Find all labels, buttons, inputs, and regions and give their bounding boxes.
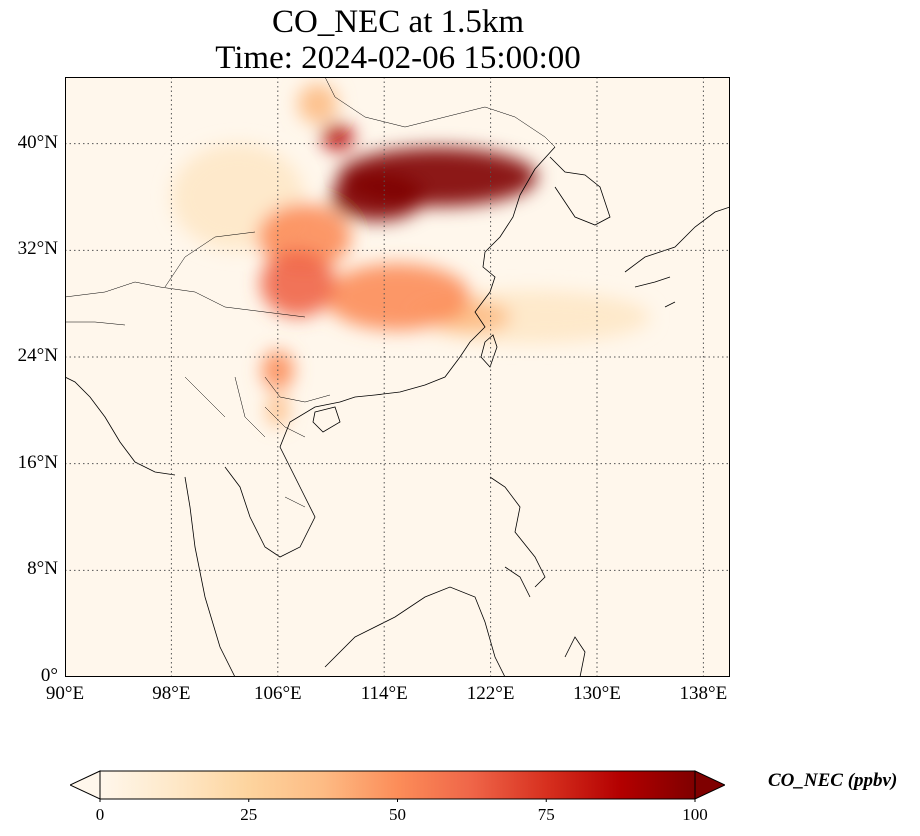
colorbar-gradient	[99, 770, 696, 800]
coastline-japan	[624, 206, 730, 308]
colorbar-tick-label: 100	[682, 805, 708, 824]
colorbar-tick-label: 0	[95, 805, 105, 824]
lon-tick-label: 122°E	[466, 683, 515, 704]
colorbar-extend-max	[694, 770, 725, 800]
plume-11	[331, 173, 425, 221]
map-title: CO_NEC at 1.5km	[271, 4, 525, 40]
colorbar-extend-min	[70, 770, 101, 800]
plume-8	[260, 250, 335, 317]
coastline-sulawesi	[564, 636, 586, 677]
lat-tick-label: 40°N	[17, 131, 58, 153]
map-plot-area	[65, 77, 730, 677]
lat-tick-label: 32°N	[17, 238, 58, 260]
lon-tick-label: 90°E	[45, 683, 85, 704]
coastline-borneo	[324, 586, 506, 677]
coastline-bay-of-bengal	[65, 376, 176, 476]
coastline-indochina	[224, 401, 341, 558]
colorbar-label: CO_NEC (ppbv)	[768, 770, 898, 791]
lon-tick-label: 106°E	[253, 683, 302, 704]
lon-tick-label: 138°E	[679, 683, 728, 704]
country-borders	[65, 77, 556, 508]
coastline-china	[339, 146, 556, 403]
lat-tick-label: 8°N	[27, 558, 58, 580]
colorbar-tick-label: 50	[389, 805, 406, 824]
coastline-hainan	[312, 406, 341, 433]
map-subtitle-time: Time: 2024-02-06 15:00:00	[215, 40, 581, 76]
plume-9	[321, 123, 354, 151]
map-gridlines	[65, 77, 730, 677]
coastline-korea	[549, 156, 611, 226]
lon-tick-label: 114°E	[360, 683, 408, 704]
coastlines	[65, 146, 730, 677]
coastline-malay-peninsula	[184, 476, 236, 677]
lat-tick-label: 16°N	[17, 451, 58, 473]
lat-tick-label: 0°	[40, 665, 58, 686]
map-border	[65, 77, 730, 677]
colorbar	[70, 770, 725, 802]
plume-7	[324, 263, 471, 331]
colorbar-tick-label: 25	[240, 805, 258, 824]
coastline-philippines	[489, 476, 546, 598]
colorbar-tick-label: 75	[537, 805, 555, 824]
lon-tick-label: 98°E	[152, 683, 191, 704]
plume-5	[257, 203, 351, 271]
lon-tick-label: 130°E	[573, 683, 621, 704]
lat-tick-label: 24°N	[17, 345, 58, 366]
plume-4	[297, 83, 338, 124]
concentration-field	[171, 83, 651, 427]
